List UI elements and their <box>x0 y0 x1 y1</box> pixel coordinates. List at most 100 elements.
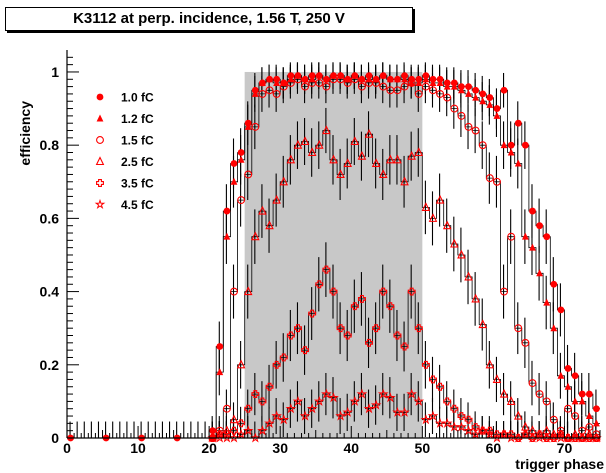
data-point <box>550 280 558 288</box>
y-axis-label: efficiency <box>17 101 33 166</box>
data-point <box>421 202 431 211</box>
data-point <box>228 432 240 443</box>
data-point <box>350 75 359 84</box>
data-point <box>251 231 260 241</box>
legend-marker <box>96 179 104 187</box>
data-point <box>371 158 381 168</box>
y-tick-label: 0 <box>51 430 59 446</box>
data-point <box>301 75 309 83</box>
data-point <box>336 75 345 84</box>
data-point <box>498 428 510 439</box>
data-point <box>450 404 459 413</box>
y-tick-label: 0.8 <box>40 137 60 153</box>
data-point <box>385 392 396 403</box>
data-point <box>372 75 380 83</box>
data-point <box>286 331 295 340</box>
data-point <box>450 238 459 248</box>
data-point <box>500 287 509 296</box>
data-point <box>365 75 373 83</box>
data-point <box>294 75 302 84</box>
data-point <box>294 71 302 79</box>
data-point <box>216 343 224 350</box>
data-point <box>356 388 368 399</box>
data-point <box>372 324 381 333</box>
data-point <box>235 428 247 439</box>
data-point <box>315 78 324 87</box>
data-point <box>591 432 602 443</box>
data-point <box>237 149 245 156</box>
data-point <box>506 396 516 405</box>
data-point <box>350 302 359 311</box>
data-point <box>216 368 224 376</box>
data-point <box>230 177 238 185</box>
data-point <box>441 417 453 428</box>
data-point <box>593 405 600 413</box>
data-point <box>285 403 297 414</box>
data-point <box>427 410 439 421</box>
data-point <box>280 78 288 86</box>
data-point <box>279 353 288 362</box>
data-point <box>357 294 366 303</box>
data-point <box>464 122 473 131</box>
data-point <box>414 147 424 157</box>
data-point <box>329 154 338 164</box>
data-point <box>514 324 523 333</box>
data-point <box>379 71 387 79</box>
data-point <box>322 125 331 135</box>
data-point <box>286 154 296 164</box>
legend-label: 2.5 fC <box>121 155 154 169</box>
data-point <box>393 154 402 164</box>
y-tick-label: 1 <box>51 64 59 80</box>
x-tick-label: 10 <box>130 440 146 456</box>
x-tick-label: 70 <box>557 440 573 456</box>
data-point <box>514 159 522 167</box>
data-point <box>478 141 487 150</box>
data-point <box>421 360 430 369</box>
data-point <box>350 136 360 146</box>
data-point <box>472 86 480 94</box>
data-point <box>265 220 274 230</box>
data-point <box>393 331 402 340</box>
data-point <box>244 122 252 130</box>
data-point <box>585 390 593 398</box>
data-point <box>493 111 501 119</box>
data-point <box>585 412 593 420</box>
data-point <box>564 404 572 413</box>
data-point <box>363 403 375 414</box>
data-point <box>209 427 217 435</box>
data-point <box>322 82 331 91</box>
data-point <box>308 309 317 318</box>
data-point <box>477 425 489 436</box>
data-point <box>479 97 487 105</box>
data-point <box>372 78 381 87</box>
data-point <box>543 233 551 241</box>
data-point <box>399 406 410 417</box>
data-point <box>244 170 253 179</box>
data-point <box>258 397 267 406</box>
data-point <box>293 139 303 149</box>
data-point <box>249 432 261 443</box>
data-point <box>272 89 281 98</box>
data-point <box>315 71 323 79</box>
data-point <box>393 86 402 95</box>
data-point <box>365 338 373 347</box>
data-point <box>500 86 508 94</box>
legend-marker <box>95 156 105 166</box>
data-point <box>264 417 275 428</box>
data-point <box>564 382 572 390</box>
data-point <box>429 78 437 86</box>
data-point <box>514 119 522 127</box>
data-point <box>407 150 416 160</box>
data-point <box>450 104 459 113</box>
data-point <box>271 410 282 421</box>
data-point <box>436 78 444 86</box>
y-tick-label: 0.4 <box>40 284 60 300</box>
data-point <box>493 105 501 112</box>
data-point <box>272 360 281 369</box>
data-point <box>492 374 502 383</box>
data-point <box>457 111 466 120</box>
data-point <box>377 388 389 399</box>
data-point <box>429 86 437 95</box>
data-point <box>400 176 409 186</box>
